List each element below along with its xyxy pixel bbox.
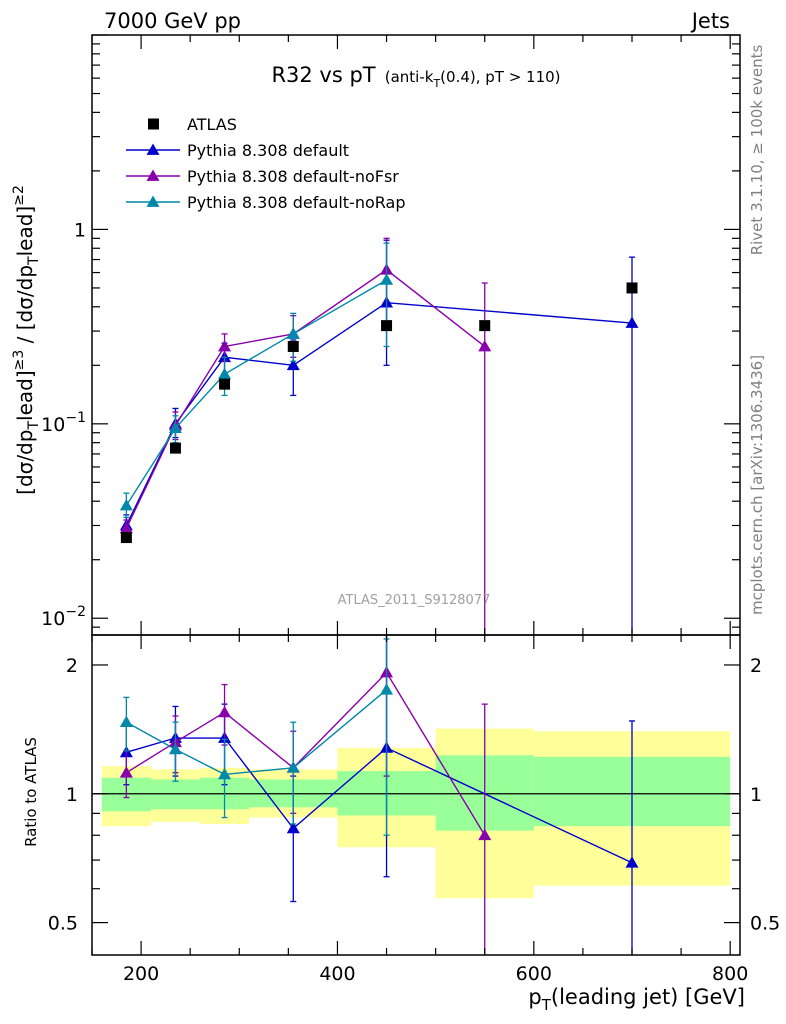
data-point [287, 340, 299, 352]
legend-marker [146, 143, 160, 155]
ratio-y-axis-title: Ratio to ATLAS [22, 737, 40, 847]
legend-marker [148, 118, 159, 130]
ratio-bands [101, 728, 731, 899]
series-ratio-point [286, 821, 300, 834]
series-ratio-point [625, 856, 639, 868]
data-layer [120, 282, 638, 544]
legend-marker [146, 169, 160, 181]
series-point [119, 521, 133, 534]
series-line-ratio [126, 737, 633, 864]
x-axis-title: pT(leading jet) [GeV] [528, 985, 745, 1014]
series-layer [119, 237, 639, 955]
header-left: 7000 GeV pp [104, 9, 241, 33]
legend-label: Pythia 8.308 default-noFsr [187, 167, 399, 186]
legend-entry: ATLAS [148, 115, 237, 134]
ratio-y-tick-label: 1 [66, 784, 78, 806]
x-tick-label: 200 [123, 963, 159, 985]
series-point [380, 273, 394, 285]
x-tick-label: 800 [712, 963, 748, 985]
series-point [478, 339, 492, 352]
legend-entry: Pythia 8.308 default-noRap [126, 193, 405, 212]
legend-entry: Pythia 8.308 default-noFsr [126, 167, 399, 186]
data-point [381, 320, 393, 332]
title-sub-suffix: (0.4), pT > 110) [440, 68, 560, 86]
series-ratio-point [119, 715, 133, 728]
data-point [626, 282, 638, 294]
series-3 [119, 242, 394, 836]
series-ratio-point [218, 705, 232, 718]
series-point [286, 358, 300, 371]
header-right: Jets [690, 9, 730, 33]
data-point [169, 442, 181, 454]
series-point [168, 421, 182, 434]
series-point [119, 499, 133, 511]
series-ratio-point [286, 761, 300, 773]
legend: ATLAS Pythia 8.308 default Pythia 8.308 de… [126, 115, 405, 212]
series-ratio-point [478, 828, 492, 841]
series-point [625, 316, 639, 328]
series-ratio-point [119, 766, 133, 778]
series-line-main [125, 279, 387, 506]
data-point [120, 532, 132, 544]
x-tick-label: 400 [319, 963, 355, 985]
main-y-axis-title: [dσ/dpTlead]≥3 / [dσ/dpTlead]≥2 [11, 185, 42, 495]
axes-layer: 200 400 600 800 1 10−1 10−2 0.5 0.5 1 1 2 2 [41, 34, 780, 985]
ratio-y-tick-label-right: 2 [750, 655, 762, 677]
ratio-y-tick-label-right: 0.5 [750, 913, 780, 935]
analysis-watermark: ATLAS_2011_S9128077 [338, 593, 491, 608]
ratio-plot-frame [91, 634, 741, 956]
series-ratio-point [218, 767, 232, 780]
series-point [218, 339, 232, 352]
ratio-y-tick-label: 0.5 [48, 913, 78, 935]
main-y-tick-label: 10−2 [41, 604, 86, 630]
main-y-tick-label: 10−1 [41, 410, 86, 436]
series-ratio-point [168, 742, 182, 755]
title-sub-subscript: T [432, 77, 440, 90]
plot-title: R32 vs pT (anti-kT(0.4), pT > 110) [271, 63, 560, 90]
title-sub-prefix: (anti-k [385, 68, 434, 86]
series-ratio-point [380, 683, 394, 695]
series-line-main [125, 301, 633, 526]
legend-label: ATLAS [187, 115, 237, 134]
legend-entry: Pythia 8.308 default [126, 141, 349, 160]
legend-marker [146, 195, 160, 207]
rivet-version-text: Rivet 3.1.10, ≥ 100k events [748, 45, 766, 256]
data-point [479, 320, 491, 332]
ratio-y-tick-label: 2 [66, 655, 78, 677]
title-main: R32 vs pT [271, 63, 375, 87]
series-line-ratio [125, 671, 486, 836]
data-point [219, 378, 231, 390]
legend-label: Pythia 8.308 default-noRap [187, 193, 405, 212]
mcplots-credit-text: mcplots.cern.ch [arXiv:1306.3436] [748, 355, 766, 615]
series-point [218, 367, 232, 380]
ratio-y-tick-label-right: 1 [750, 784, 762, 806]
series-point [286, 327, 300, 339]
main-y-tick-label: 1 [74, 219, 86, 241]
series-line-main [125, 268, 486, 529]
x-tick-label: 600 [516, 963, 552, 985]
legend-label: Pythia 8.308 default [187, 141, 349, 160]
